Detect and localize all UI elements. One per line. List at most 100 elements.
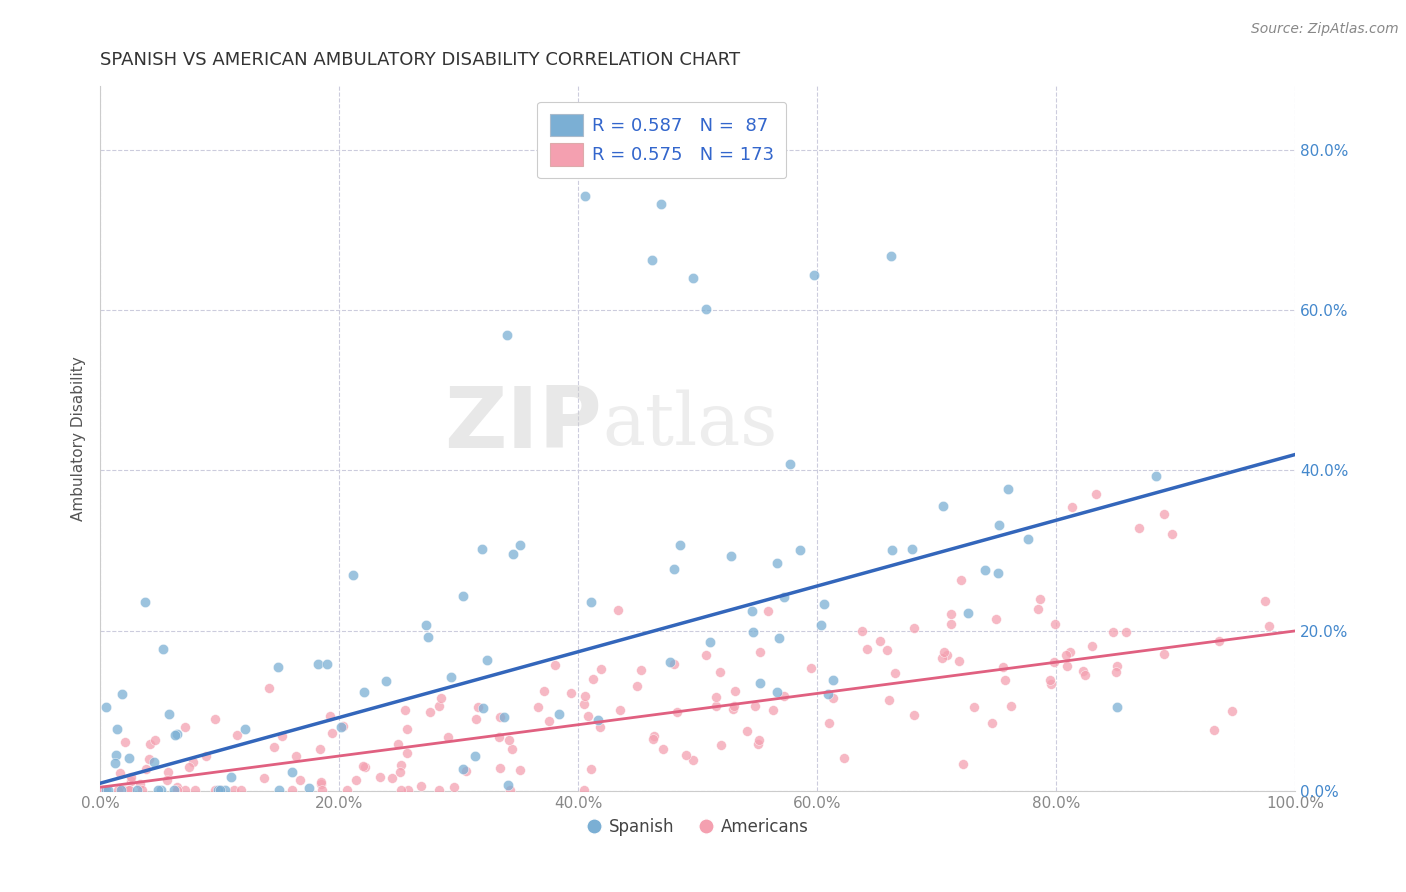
- Point: [1071, 664, 1094, 678]
- Point: [269, 783, 291, 797]
- Point: [464, 749, 486, 764]
- Point: [766, 556, 789, 570]
- Point: [1039, 677, 1062, 691]
- Point: [321, 725, 343, 739]
- Point: [1128, 521, 1150, 535]
- Point: [443, 780, 465, 794]
- Point: [658, 655, 681, 669]
- Point: [94, 783, 117, 797]
- Point: [991, 660, 1014, 674]
- Point: [574, 188, 596, 202]
- Point: [114, 735, 136, 749]
- Point: [336, 783, 359, 797]
- Point: [586, 713, 609, 727]
- Point: [352, 759, 374, 773]
- Point: [307, 657, 329, 672]
- Point: [869, 634, 891, 648]
- Point: [650, 196, 672, 211]
- Point: [467, 699, 489, 714]
- Point: [496, 327, 519, 342]
- Point: [97, 783, 120, 797]
- Point: [741, 625, 763, 640]
- Point: [440, 670, 463, 684]
- Point: [93, 783, 115, 797]
- Point: [209, 783, 232, 797]
- Point: [1054, 648, 1077, 662]
- Point: [1029, 592, 1052, 607]
- Point: [396, 783, 419, 797]
- Point: [1081, 639, 1104, 653]
- Point: [229, 783, 252, 797]
- Point: [952, 757, 974, 772]
- Point: [496, 779, 519, 793]
- Point: [427, 783, 450, 797]
- Point: [1105, 699, 1128, 714]
- Point: [1073, 667, 1095, 681]
- Point: [935, 648, 957, 662]
- Point: [184, 783, 207, 797]
- Point: [704, 690, 727, 704]
- Point: [225, 728, 247, 742]
- Point: [181, 755, 204, 769]
- Point: [456, 764, 478, 778]
- Point: [1102, 624, 1125, 639]
- Point: [1017, 532, 1039, 546]
- Point: [803, 268, 825, 283]
- Point: [471, 542, 494, 557]
- Point: [173, 783, 195, 797]
- Point: [502, 547, 524, 561]
- Point: [419, 705, 441, 719]
- Point: [1056, 658, 1078, 673]
- Point: [883, 666, 905, 681]
- Point: [609, 703, 631, 717]
- Point: [932, 500, 955, 514]
- Point: [699, 634, 721, 648]
- Point: [1258, 618, 1281, 632]
- Point: [1220, 704, 1243, 718]
- Point: [1253, 593, 1275, 607]
- Point: [813, 597, 835, 611]
- Point: [748, 733, 770, 747]
- Point: [1107, 659, 1129, 673]
- Point: [1085, 487, 1108, 501]
- Point: [156, 764, 179, 779]
- Point: [817, 687, 839, 701]
- Point: [91, 783, 114, 797]
- Point: [880, 249, 903, 263]
- Point: [381, 771, 404, 785]
- Point: [389, 783, 412, 797]
- Point: [800, 661, 823, 675]
- Point: [110, 783, 132, 797]
- Point: [290, 772, 312, 787]
- Point: [394, 703, 416, 717]
- Point: [509, 538, 531, 552]
- Point: [981, 716, 1004, 731]
- Point: [316, 657, 339, 671]
- Point: [374, 673, 396, 688]
- Point: [214, 783, 236, 797]
- Point: [682, 270, 704, 285]
- Point: [818, 716, 841, 731]
- Point: [166, 780, 188, 795]
- Point: [464, 712, 486, 726]
- Point: [832, 751, 855, 765]
- Point: [589, 662, 612, 676]
- Point: [579, 762, 602, 776]
- Point: [118, 783, 141, 797]
- Point: [267, 660, 290, 674]
- Point: [498, 783, 520, 797]
- Point: [489, 761, 512, 775]
- Point: [118, 751, 141, 765]
- Point: [748, 645, 770, 659]
- Point: [115, 783, 138, 797]
- Point: [135, 763, 157, 777]
- Point: [1026, 602, 1049, 616]
- Point: [94, 699, 117, 714]
- Point: [281, 764, 304, 779]
- Point: [146, 783, 169, 797]
- Point: [298, 780, 321, 795]
- Point: [533, 684, 555, 698]
- Point: [641, 253, 664, 268]
- Point: [208, 783, 231, 797]
- Point: [281, 783, 304, 797]
